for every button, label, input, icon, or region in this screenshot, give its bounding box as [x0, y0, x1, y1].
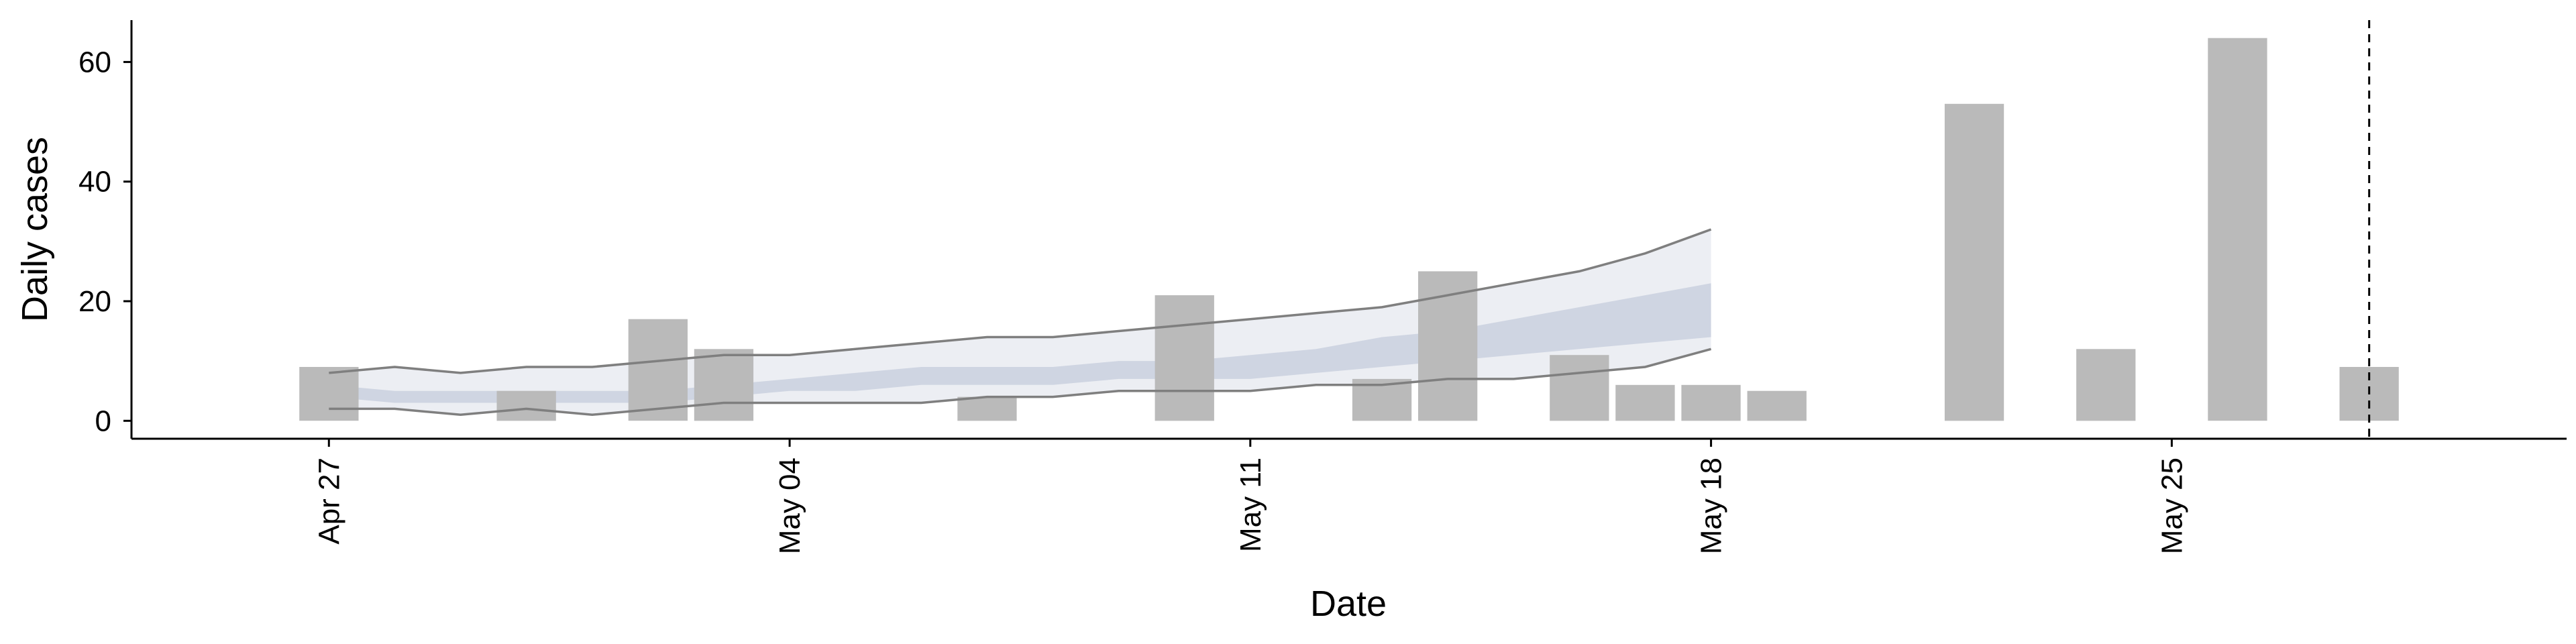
bar: [1944, 103, 2004, 421]
bar: [957, 396, 1017, 421]
forecast-lower-line: [329, 347, 1712, 417]
y-axis-title: Daily cases: [15, 137, 55, 322]
bar: [694, 349, 754, 421]
y-tick-label: 20: [78, 285, 111, 318]
forecast-upper-line: [329, 228, 1712, 374]
bar: [1155, 295, 1214, 421]
y-tick-label: 40: [78, 166, 111, 199]
bar: [1747, 390, 1807, 421]
bar: [2076, 349, 2136, 421]
forecast-lines: [329, 228, 1712, 417]
bar: [628, 319, 688, 421]
x-tick-label: May 04: [773, 458, 806, 554]
bar-series: [299, 38, 2399, 421]
bar: [1550, 355, 1609, 421]
x-tick-label: Apr 27: [313, 458, 345, 545]
axes: [130, 20, 2567, 440]
bar: [2208, 38, 2267, 421]
bar: [299, 367, 359, 421]
x-tick-label: May 18: [1695, 458, 1728, 554]
bar: [1418, 271, 1478, 421]
x-axis-title: Date: [1310, 584, 1387, 624]
x-tick-label: May 25: [2155, 458, 2188, 554]
bar: [1681, 384, 1741, 421]
bar: [496, 390, 556, 421]
y-ticks: 0 20 40 60: [78, 46, 131, 437]
x-ticks: Apr 27 May 04 May 11 May 18 May 25: [313, 439, 2188, 554]
y-tick-label: 60: [78, 46, 111, 78]
x-tick-label: May 11: [1234, 458, 1267, 552]
bar: [1615, 384, 1675, 421]
y-tick-label: 0: [95, 405, 111, 437]
